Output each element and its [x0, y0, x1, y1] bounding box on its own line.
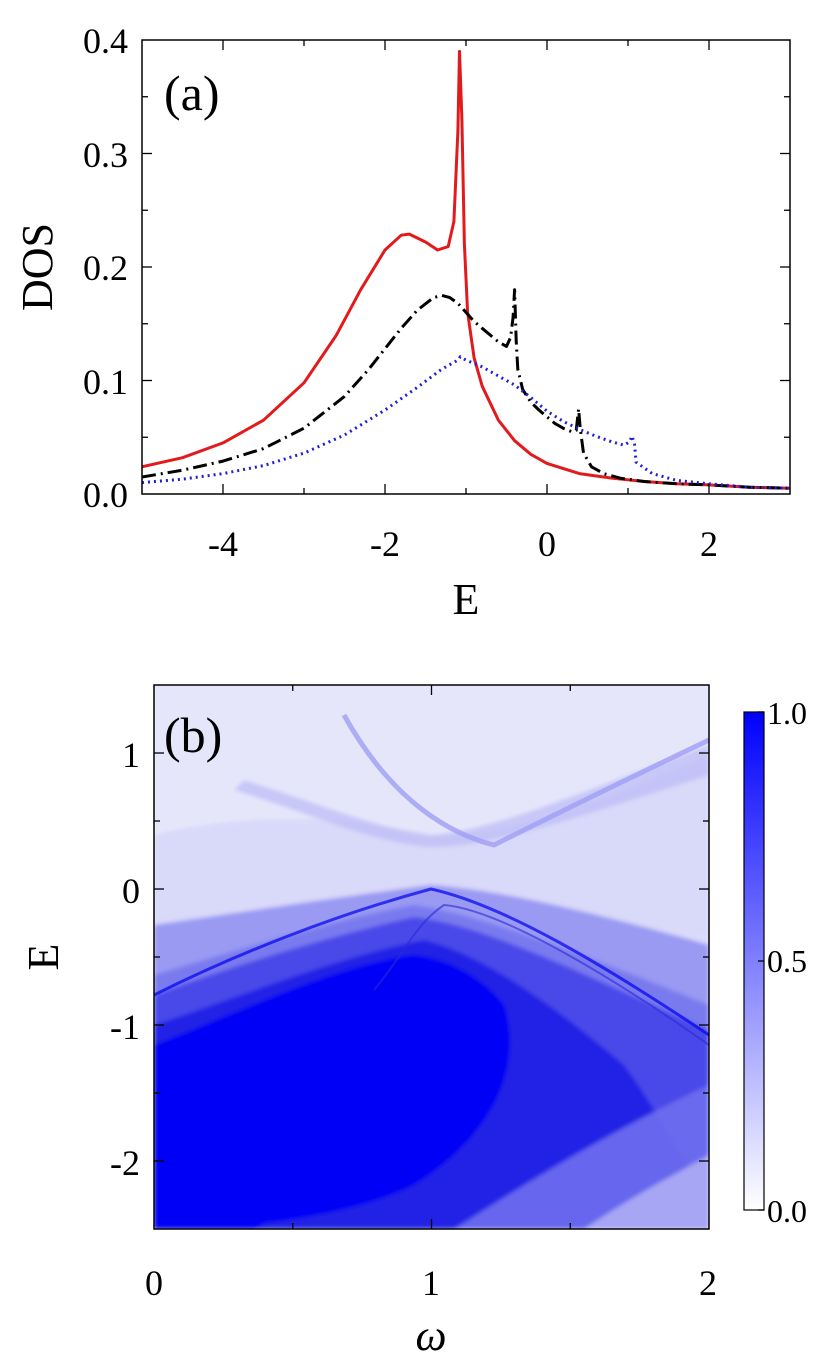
colorbar-tick-label: 0.0 — [767, 1193, 807, 1229]
panel-b-ytick-label: -2 — [110, 1143, 140, 1183]
panel-a: -4 -2 0 2 0.0 0.1 0.2 0.3 0.4 E DOS (a) — [13, 21, 791, 624]
panel-a-ytick-label: 0.3 — [83, 135, 128, 175]
panel-a-ylabel: DOS — [13, 223, 62, 311]
colorbar-ticks — [758, 711, 764, 1211]
panel-a-xlabel: E — [453, 575, 480, 624]
panel-b-ticks — [154, 685, 709, 1229]
colorbar-tick-label: 1.0 — [767, 695, 807, 731]
panel-b-label: (b) — [164, 707, 222, 763]
panel-b-xtick-label: 2 — [699, 1263, 717, 1303]
panel-a-series — [142, 49, 790, 490]
panel-a-xtick-label: 2 — [700, 524, 718, 564]
series-line-2 — [142, 288, 790, 490]
panel-b-ytick-label: 0 — [122, 871, 140, 911]
panel-a-label: (a) — [164, 65, 220, 121]
panel-b-ytick-label: -1 — [110, 1007, 140, 1047]
panel-b-xtick-label: 1 — [422, 1263, 440, 1303]
panel-a-xtick-label: -2 — [370, 524, 400, 564]
colorbar-tick-label: 0.5 — [767, 943, 807, 979]
panel-b-xlabel: ω — [415, 1311, 446, 1360]
panel-b: 0 1 2 -2 -1 0 1 ω E (b) 0.0 0.5 1.0 — [19, 684, 807, 1360]
panel-a-ytick-label: 0.2 — [83, 248, 128, 288]
panel-a-ytick-label: 0.1 — [83, 362, 128, 402]
panel-b-heatmap — [154, 685, 709, 1229]
panel-a-ytick-label: 0.0 — [83, 475, 128, 515]
panel-a-xtick-label: -4 — [208, 524, 238, 564]
panel-a-ticks — [142, 40, 790, 494]
series-line-1 — [142, 49, 790, 490]
panel-b-ytick-label: 1 — [122, 735, 140, 775]
panel-b-ylabel: E — [19, 944, 68, 971]
panel-a-xtick-label: 0 — [538, 524, 556, 564]
panel-b-xtick-label: 0 — [145, 1263, 163, 1303]
panel-a-ytick-label: 0.4 — [83, 21, 128, 61]
series-line-3 — [142, 355, 790, 490]
